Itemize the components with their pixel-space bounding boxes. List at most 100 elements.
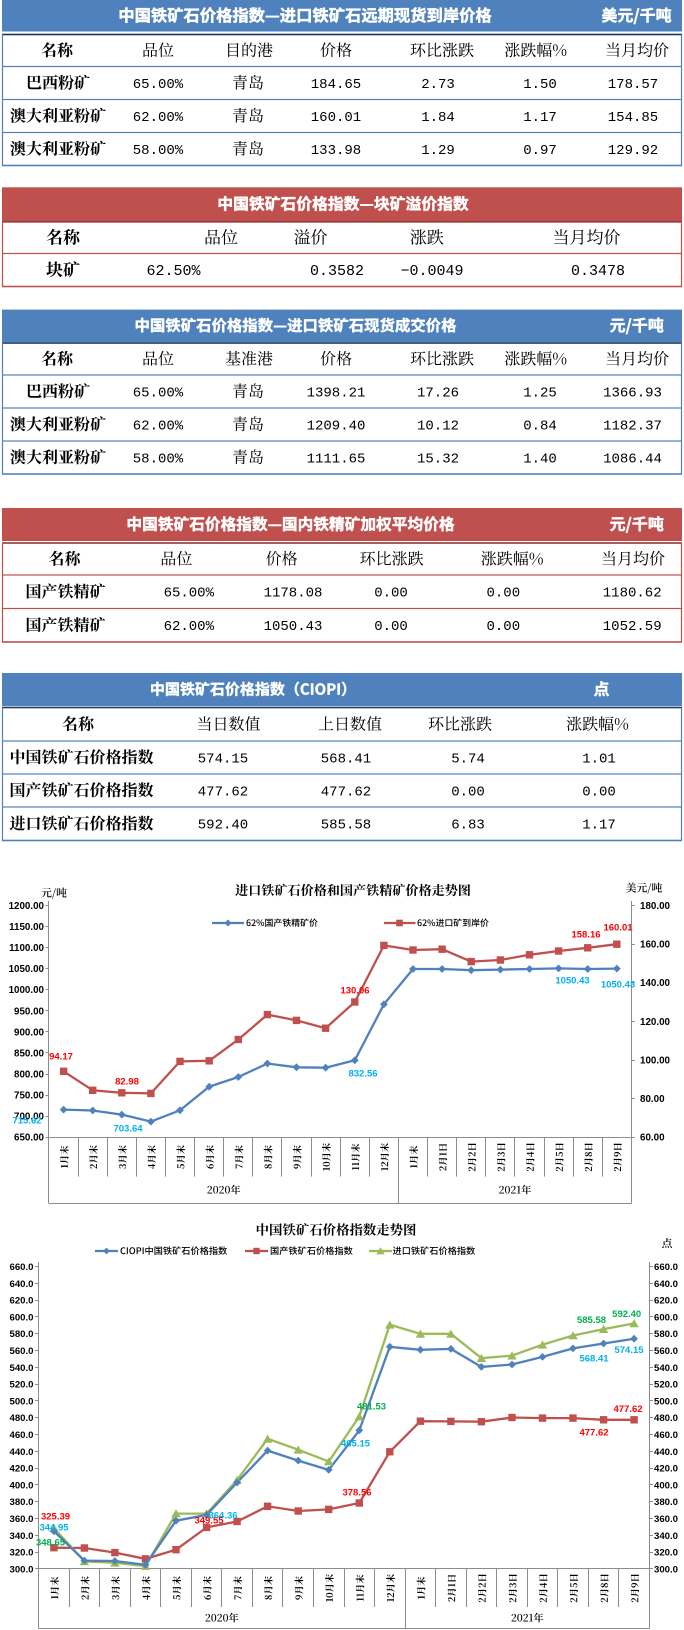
svg-text:100.00: 100.00: [640, 1055, 671, 1066]
svg-text:574.15: 574.15: [614, 1345, 644, 1356]
svg-text:1050.43: 1050.43: [555, 975, 589, 986]
svg-text:378.56: 378.56: [342, 1487, 371, 1498]
svg-text:1.17: 1.17: [582, 818, 616, 834]
svg-text:130.06: 130.06: [340, 985, 369, 996]
svg-text:1.84: 1.84: [421, 110, 455, 126]
svg-text:1050.00: 1050.00: [9, 964, 45, 975]
svg-text:1000.00: 1000.00: [9, 985, 45, 996]
svg-text:380.0: 380.0: [654, 1497, 678, 1508]
svg-text:17.26: 17.26: [417, 385, 459, 401]
svg-text:94.17: 94.17: [49, 1051, 73, 1062]
svg-text:62.00%: 62.00%: [164, 619, 215, 635]
svg-text:0.00: 0.00: [374, 586, 408, 602]
svg-text:160.01: 160.01: [603, 922, 633, 933]
svg-text:62.00%: 62.00%: [133, 110, 184, 126]
svg-text:900.00: 900.00: [14, 1027, 45, 1038]
svg-text:344.95: 344.95: [39, 1522, 69, 1533]
svg-text:184.65: 184.65: [311, 77, 361, 93]
svg-text:832.56: 832.56: [348, 1068, 377, 1079]
svg-text:620.0: 620.0: [654, 1296, 678, 1307]
svg-text:500.0: 500.0: [654, 1396, 678, 1407]
svg-text:6.83: 6.83: [451, 818, 485, 834]
svg-text:520.0: 520.0: [654, 1380, 678, 1391]
svg-text:158.16: 158.16: [571, 929, 600, 940]
svg-text:950.00: 950.00: [14, 1006, 45, 1017]
svg-text:640.0: 640.0: [654, 1279, 678, 1290]
svg-text:560.0: 560.0: [654, 1346, 678, 1357]
svg-text:0.97: 0.97: [523, 143, 557, 159]
svg-text:477.62: 477.62: [198, 784, 248, 800]
svg-text:1366.93: 1366.93: [603, 385, 662, 401]
svg-text:1180.62: 1180.62: [603, 586, 662, 602]
svg-text:1.40: 1.40: [523, 451, 557, 467]
svg-text:380.0: 380.0: [9, 1497, 33, 1508]
svg-text:1.50: 1.50: [523, 77, 557, 93]
svg-text:1182.37: 1182.37: [603, 418, 662, 434]
svg-text:1111.65: 1111.65: [307, 451, 366, 467]
svg-text:62.00%: 62.00%: [133, 418, 184, 434]
svg-text:568.41: 568.41: [321, 751, 371, 767]
svg-text:1150.00: 1150.00: [9, 922, 44, 933]
svg-text:850.00: 850.00: [14, 1048, 45, 1059]
svg-text:750.00: 750.00: [14, 1091, 45, 1102]
svg-text:320.0: 320.0: [654, 1548, 678, 1559]
svg-text:360.0: 360.0: [654, 1514, 678, 1525]
svg-text:349.55: 349.55: [194, 1515, 224, 1526]
svg-text:703.64: 703.64: [113, 1123, 143, 1134]
svg-text:154.85: 154.85: [608, 110, 658, 126]
svg-text:465.15: 465.15: [341, 1438, 371, 1449]
svg-text:140.00: 140.00: [640, 978, 671, 989]
svg-text:480.0: 480.0: [9, 1413, 33, 1424]
svg-text:133.98: 133.98: [311, 143, 361, 159]
svg-text:348.65: 348.65: [36, 1537, 66, 1548]
svg-text:574.15: 574.15: [198, 751, 248, 767]
svg-text:0.00: 0.00: [486, 619, 520, 635]
svg-text:0.00: 0.00: [374, 619, 408, 635]
svg-text:1.01: 1.01: [582, 751, 616, 767]
svg-text:320.0: 320.0: [9, 1548, 33, 1559]
svg-text:1050.43: 1050.43: [601, 979, 635, 990]
svg-text:65.00%: 65.00%: [133, 385, 184, 401]
svg-text:1086.44: 1086.44: [603, 451, 662, 467]
svg-text:477.62: 477.62: [321, 784, 371, 800]
svg-text:0.00: 0.00: [582, 784, 616, 800]
svg-text:660.0: 660.0: [9, 1262, 33, 1273]
svg-text:660.0: 660.0: [654, 1262, 678, 1273]
svg-text:481.53: 481.53: [357, 1401, 386, 1412]
svg-text:1398.21: 1398.21: [307, 385, 366, 401]
svg-text:540.0: 540.0: [654, 1363, 678, 1374]
svg-text:120.00: 120.00: [640, 1017, 671, 1028]
svg-text:325.39: 325.39: [41, 1511, 70, 1522]
svg-text:650.00: 650.00: [14, 1133, 45, 1144]
svg-text:300.0: 300.0: [9, 1564, 33, 1575]
svg-text:520.0: 520.0: [9, 1380, 33, 1391]
svg-text:58.00%: 58.00%: [133, 143, 184, 159]
svg-text:60.00: 60.00: [640, 1133, 665, 1144]
svg-text:1.29: 1.29: [421, 143, 455, 159]
svg-text:420.0: 420.0: [9, 1464, 33, 1475]
svg-text:15.32: 15.32: [417, 451, 459, 467]
svg-text:640.0: 640.0: [9, 1279, 33, 1290]
svg-text:1050.43: 1050.43: [264, 619, 323, 635]
svg-text:460.0: 460.0: [9, 1430, 33, 1441]
svg-text:600.0: 600.0: [9, 1312, 33, 1323]
svg-text:568.41: 568.41: [579, 1354, 609, 1365]
svg-text:440.0: 440.0: [654, 1447, 678, 1458]
svg-text:540.0: 540.0: [9, 1363, 33, 1374]
svg-text:178.57: 178.57: [608, 77, 658, 93]
svg-text:592.40: 592.40: [612, 1309, 641, 1320]
svg-text:180.00: 180.00: [640, 901, 671, 912]
svg-text:400.0: 400.0: [654, 1480, 678, 1491]
svg-text:160.01: 160.01: [311, 110, 361, 126]
svg-text:1200.00: 1200.00: [9, 901, 45, 912]
svg-text:1052.59: 1052.59: [603, 619, 662, 635]
svg-text:580.0: 580.0: [654, 1329, 678, 1340]
svg-text:600.0: 600.0: [654, 1312, 678, 1323]
svg-text:440.0: 440.0: [9, 1447, 33, 1458]
svg-text:0.3582: 0.3582: [310, 263, 364, 280]
svg-text:500.0: 500.0: [9, 1396, 33, 1407]
svg-text:1100.00: 1100.00: [9, 943, 44, 954]
svg-text:1.25: 1.25: [523, 385, 557, 401]
svg-text:460.0: 460.0: [654, 1430, 678, 1441]
svg-text:0.3478: 0.3478: [571, 263, 625, 280]
